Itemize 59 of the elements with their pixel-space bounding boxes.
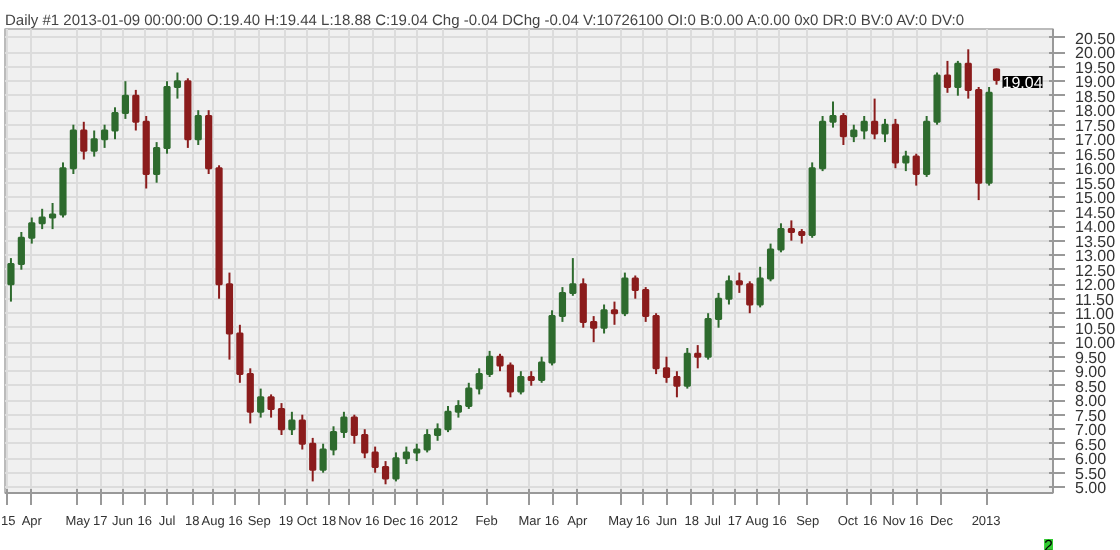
candlestick (694, 344, 702, 370)
candlestick (631, 274, 639, 300)
candlestick (465, 381, 473, 410)
y-tick-label: 8.00 (1075, 392, 1108, 411)
y-tick-label: 18.00 (1075, 102, 1117, 121)
candlestick (860, 115, 868, 141)
y-tick-label: 18.50 (1075, 87, 1117, 106)
y-tick-label: 6.00 (1075, 450, 1108, 469)
y-tick-label: 8.50 (1075, 377, 1108, 396)
y-tick-label: 15.00 (1075, 189, 1117, 208)
y-tick-label: 10.00 (1075, 334, 1117, 353)
candlestick (902, 149, 910, 173)
y-tick-label: 19.00 (1075, 73, 1117, 92)
y-tick-label: 13.50 (1075, 232, 1117, 251)
candlestick (257, 387, 265, 419)
candlestick (610, 300, 619, 326)
candlestick (912, 152, 920, 187)
y-tick-label: 20.00 (1075, 44, 1117, 63)
y-tick-label: 14.50 (1075, 203, 1117, 222)
y-tick-label: 7.50 (1075, 406, 1108, 425)
candlestick (954, 59, 962, 97)
candlestick (194, 109, 202, 146)
candlestick (943, 59, 952, 94)
y-tick-label: 20.50 (1075, 29, 1117, 48)
candlestick (350, 413, 358, 445)
y-tick-label: 12.00 (1075, 276, 1117, 295)
candlestick (361, 428, 369, 460)
y-tick-label: 17.50 (1075, 116, 1117, 135)
candlestick (683, 347, 691, 390)
candlestick (517, 370, 525, 396)
y-tick-label: 12.50 (1075, 261, 1117, 280)
y-tick-label: 11.00 (1075, 305, 1115, 324)
y-tick-label: 6.50 (1075, 435, 1108, 454)
y-tick-label: 17.00 (1075, 131, 1117, 150)
y-tick-label: 9.50 (1075, 348, 1108, 367)
y-tick-label: 19.50 (1075, 58, 1117, 77)
y-tick-label: 16.50 (1075, 145, 1117, 164)
y-tick-label: 15.50 (1075, 174, 1117, 193)
y-tick-label: 11.50 (1075, 290, 1115, 309)
candlestick (881, 117, 889, 144)
candlestick (246, 367, 254, 425)
candlestick (787, 219, 795, 242)
y-tick-label: 5.50 (1075, 464, 1108, 483)
y-tick-label: 16.00 (1075, 160, 1117, 179)
annotation: 19.04 (1002, 74, 1044, 93)
candlestick (288, 410, 296, 436)
y-tick-label: 14.00 (1075, 218, 1117, 237)
candlestick (871, 97, 879, 141)
candlestick (600, 303, 608, 335)
candlestick (80, 120, 88, 161)
y-tick-label: 5.00 (1075, 479, 1108, 498)
candlestick (891, 117, 900, 170)
y-tick-label: 7.00 (1075, 421, 1108, 440)
y-tick-label: 13.00 (1075, 247, 1117, 266)
y-tick-label: 9.00 (1075, 363, 1108, 382)
y-tick-label: 10.50 (1075, 319, 1117, 338)
candlestick (839, 112, 847, 146)
candlestick (132, 88, 140, 132)
candlestick (621, 271, 629, 318)
